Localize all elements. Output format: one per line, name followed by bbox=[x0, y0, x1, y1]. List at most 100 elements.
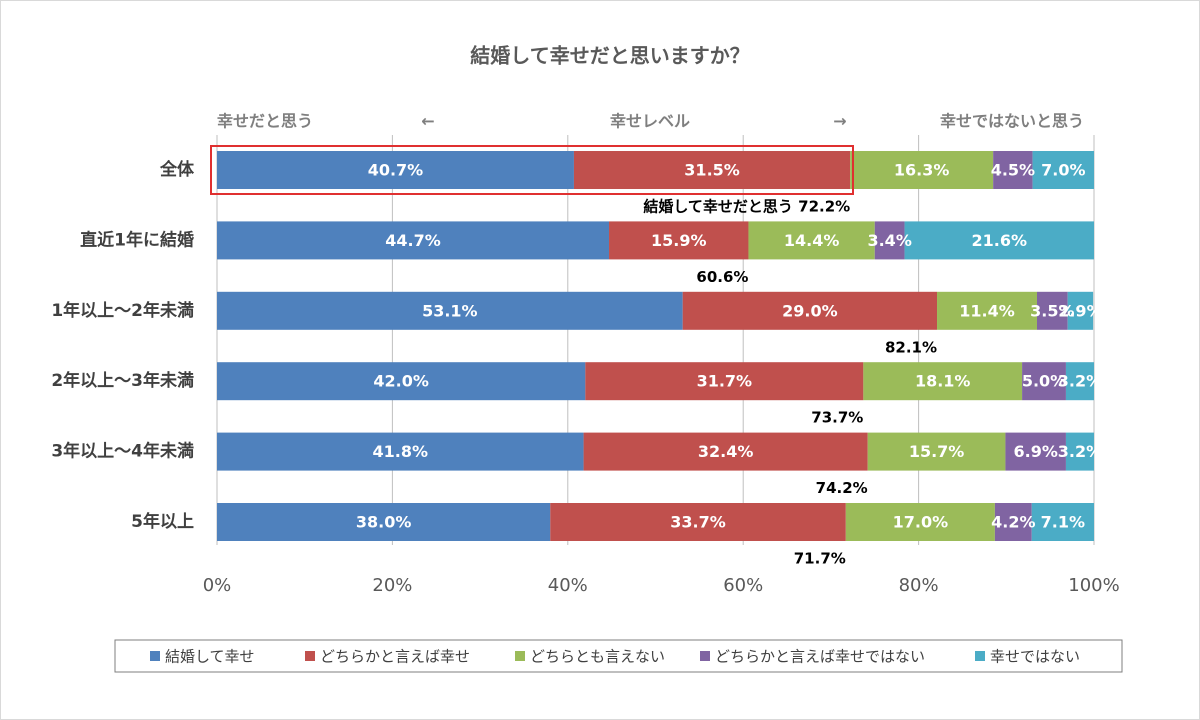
bar-segment bbox=[550, 503, 846, 541]
bar-segment bbox=[1032, 151, 1094, 189]
data-label: 3.5% bbox=[1030, 301, 1074, 320]
total-label: 結婚して幸せだと思う 72.2% bbox=[643, 198, 850, 216]
x-tick-label: 60% bbox=[723, 575, 763, 596]
bar-segment bbox=[217, 291, 683, 330]
bar-segment bbox=[1031, 503, 1094, 541]
data-label: 11.4% bbox=[959, 301, 1015, 320]
data-label: 44.7% bbox=[385, 231, 441, 250]
bar-segment bbox=[217, 221, 610, 260]
data-label: 31.5% bbox=[684, 161, 740, 180]
legend-label: どちらかと言えば幸せではない bbox=[715, 648, 925, 666]
total-label: 82.1% bbox=[885, 338, 937, 356]
bar-segment bbox=[874, 221, 905, 260]
x-tick-label: 0% bbox=[203, 575, 232, 596]
legend-swatch bbox=[975, 651, 985, 661]
data-label: 7.1% bbox=[1041, 513, 1085, 532]
bar-segment bbox=[845, 503, 995, 541]
bar-segment bbox=[217, 151, 574, 189]
header-label: 幸せではないと思う bbox=[940, 112, 1084, 131]
data-label: 15.9% bbox=[651, 231, 707, 250]
bar-segment bbox=[217, 503, 551, 541]
data-label: 53.1% bbox=[422, 301, 478, 320]
legend-label: どちらかと言えば幸せ bbox=[320, 648, 470, 666]
data-label: 3.2% bbox=[1058, 442, 1102, 461]
bar-segment bbox=[863, 362, 1023, 401]
y-tick-label: 直近1年に結婚 bbox=[80, 229, 194, 250]
legend-swatch bbox=[700, 651, 710, 661]
data-label: 14.4% bbox=[784, 231, 840, 250]
bar-segment bbox=[904, 221, 1094, 260]
data-label: 16.3% bbox=[894, 161, 950, 180]
data-label: 18.1% bbox=[915, 372, 971, 391]
legend-box bbox=[114, 639, 1123, 673]
legend-label: どちらとも言えない bbox=[530, 648, 665, 666]
header-label: ← bbox=[421, 112, 434, 131]
data-label: 4.5% bbox=[991, 161, 1035, 180]
data-label: 2.9% bbox=[1058, 301, 1102, 320]
bar-segment bbox=[1067, 291, 1094, 330]
bar-segment bbox=[217, 362, 586, 401]
bar-segment bbox=[573, 151, 851, 189]
y-tick-label: 1年以上～2年未満 bbox=[51, 300, 194, 321]
bar-segment bbox=[1036, 291, 1068, 330]
bar-segment bbox=[1005, 432, 1066, 471]
data-label: 17.0% bbox=[893, 513, 949, 532]
y-tick-label: 全体 bbox=[159, 159, 195, 180]
total-label: 73.7% bbox=[811, 409, 863, 427]
bar-segment bbox=[585, 362, 864, 401]
y-tick-label: 2年以上～3年未満 bbox=[51, 370, 194, 391]
data-label: 31.7% bbox=[697, 372, 753, 391]
total-label: 71.7% bbox=[794, 550, 846, 568]
legend-swatch bbox=[305, 651, 315, 661]
bar-segment bbox=[1065, 362, 1094, 401]
legend-label: 結婚して幸せ bbox=[165, 648, 255, 666]
bar-segment bbox=[583, 432, 868, 471]
highlight-box bbox=[210, 145, 854, 195]
header-label: 幸せだと思う bbox=[217, 112, 313, 131]
legend-swatch bbox=[515, 651, 525, 661]
data-label: 4.2% bbox=[991, 513, 1035, 532]
data-label: 7.0% bbox=[1041, 161, 1085, 180]
bar-segment bbox=[1022, 362, 1066, 401]
bar-segment bbox=[1065, 432, 1094, 471]
bar-segment bbox=[609, 221, 749, 260]
header-label: → bbox=[833, 112, 846, 131]
legend-label: 幸せではない bbox=[990, 648, 1080, 666]
data-label: 3.2% bbox=[1058, 372, 1102, 391]
total-label: 60.6% bbox=[696, 268, 748, 286]
bar-segment bbox=[994, 503, 1032, 541]
data-label: 33.7% bbox=[670, 513, 726, 532]
bar-segment bbox=[748, 221, 875, 260]
bar-segment bbox=[682, 291, 938, 330]
bar-segment bbox=[937, 291, 1037, 330]
data-label: 5.0% bbox=[1022, 372, 1066, 391]
bars bbox=[217, 151, 1094, 541]
bar-segment bbox=[850, 151, 994, 189]
grid bbox=[216, 135, 1095, 545]
y-tick-label: 5年以上 bbox=[131, 511, 194, 532]
x-tick-label: 80% bbox=[899, 575, 939, 596]
legend-swatch bbox=[150, 651, 160, 661]
data-label: 42.0% bbox=[373, 372, 429, 391]
data-label: 40.7% bbox=[368, 161, 424, 180]
data-label: 3.4% bbox=[867, 231, 911, 250]
y-tick-label: 3年以上～4年未満 bbox=[51, 441, 194, 462]
data-label: 15.7% bbox=[909, 442, 965, 461]
data-label: 41.8% bbox=[373, 442, 429, 461]
data-label: 38.0% bbox=[356, 513, 412, 532]
x-tick-label: 100% bbox=[1068, 575, 1119, 596]
chart-title: 結婚して幸せだと思いますか？ bbox=[470, 44, 749, 68]
bar-segment bbox=[217, 432, 584, 471]
x-tick-label: 40% bbox=[548, 575, 588, 596]
x-tick-label: 20% bbox=[372, 575, 412, 596]
data-label: 6.9% bbox=[1013, 442, 1057, 461]
data-label: 32.4% bbox=[698, 442, 754, 461]
data-label: 29.0% bbox=[782, 301, 838, 320]
bar-segment bbox=[867, 432, 1006, 471]
total-label: 74.2% bbox=[816, 479, 868, 497]
header-label: 幸せレベル bbox=[610, 112, 690, 131]
bar-segment bbox=[993, 151, 1033, 189]
